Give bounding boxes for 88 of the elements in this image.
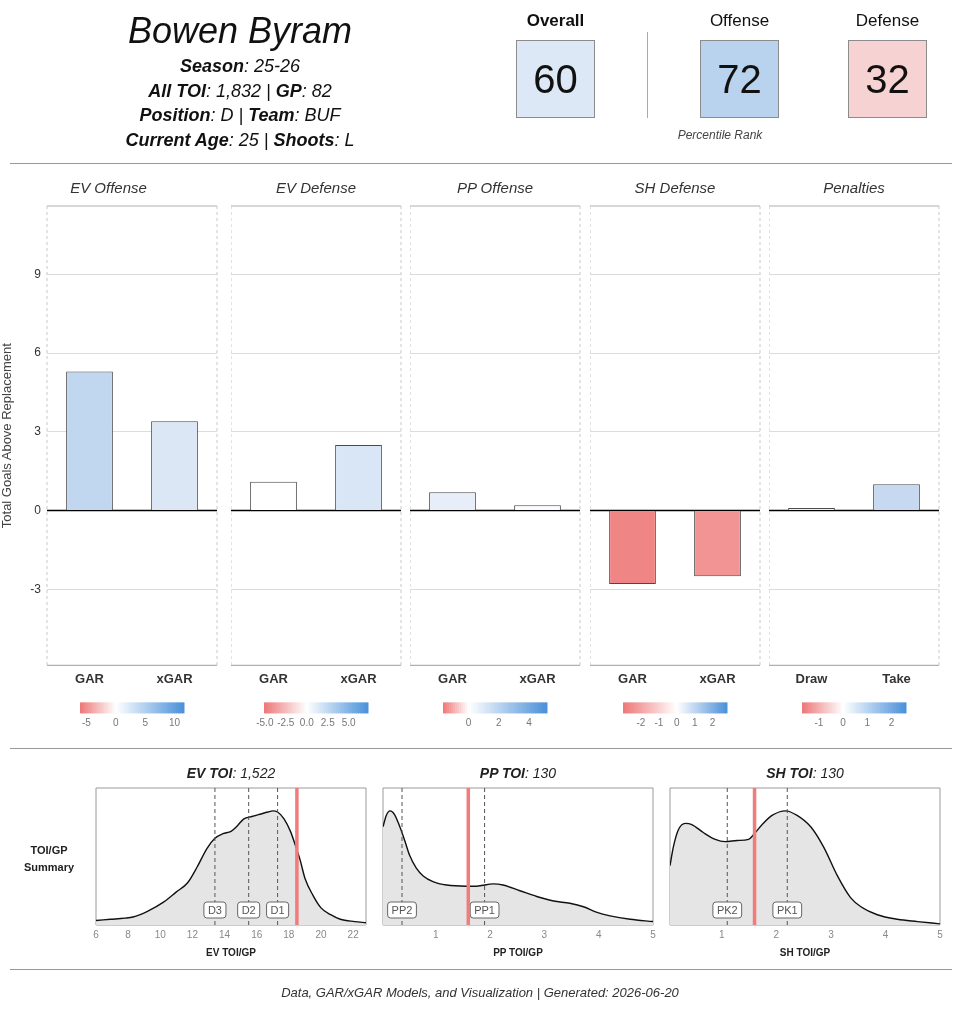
x-tick-label: xGAR (156, 670, 194, 686)
ref-line-label: D3 (207, 903, 222, 916)
ref-line-label: D1 (270, 903, 285, 916)
ref-line-label: PP1 (474, 903, 495, 916)
x-tick-label: 14 (219, 928, 231, 940)
x-axis-title: SH TOI/GP (779, 946, 831, 958)
color-bar-label: -1 (654, 717, 664, 729)
color-bar-label: 2 (888, 717, 895, 729)
x-tick-label: GAR (618, 670, 648, 686)
chart-title: SH Defense (634, 179, 716, 197)
color-bar-label: 2 (495, 717, 502, 729)
color-bar-label: -5 (82, 717, 92, 729)
color-bar-label: 5.0 (341, 717, 357, 729)
color-bar-label: 0 (840, 717, 847, 729)
chart-title: PP TOI: 130 (478, 765, 558, 781)
x-tick-label: 3 (541, 928, 548, 940)
x-tick-label: 1 (719, 928, 726, 940)
color-bar-label: -2.5 (277, 717, 295, 729)
data-label: 60 (516, 40, 595, 118)
text: Current Age: 25 | Shoots: L (124, 128, 356, 152)
y-axis-title: Total Goals Above Replacement (0, 342, 15, 529)
color-bar-label: 1 (864, 717, 871, 729)
y-tick-label: 0 (34, 502, 42, 517)
x-tick-label: 5 (937, 928, 944, 940)
x-tick-label: 12 (186, 928, 199, 940)
x-tick-label: 5 (650, 928, 657, 940)
color-bar-label: -1 (814, 717, 824, 729)
x-tick-label: 20 (315, 928, 327, 940)
x-tick-label: Take (882, 670, 911, 686)
data-label: 72 (700, 40, 779, 118)
color-bar-label: 10 (169, 717, 181, 729)
ref-line-label: PP2 (391, 903, 413, 916)
x-tick-label: 16 (251, 928, 263, 940)
x-tick-label: 22 (347, 928, 360, 940)
color-bar-label: 4 (526, 717, 533, 729)
text: Percentile Rank (676, 128, 764, 142)
color-bar-label: 0 (113, 717, 120, 729)
x-tick-label: 18 (283, 928, 295, 940)
color-bar-label: 0 (674, 717, 681, 729)
data-label: 32 (848, 40, 927, 118)
x-tick-label: 1 (432, 928, 439, 940)
text: Season: 25-26 (178, 55, 302, 78)
x-tick-label: 4 (882, 928, 889, 940)
x-tick-label: xGAR (340, 670, 378, 686)
color-bar-label: 2.5 (320, 717, 336, 729)
color-bar-label: 0 (465, 717, 472, 729)
color-bar-label: 2 (709, 717, 716, 729)
chart-title: Penalties (823, 179, 886, 197)
text: Position: D | Team: BUF (138, 104, 343, 128)
color-bar-label: -5.0 (256, 717, 274, 729)
x-axis-title: PP TOI/GP (493, 946, 544, 958)
y-tick-label: -3 (30, 581, 42, 596)
y-tick-label: 9 (34, 266, 42, 281)
y-axis-title: TOI/GP Summary (22, 843, 76, 875)
chart-title: EV Defense (275, 179, 357, 197)
x-tick-label: 4 (595, 928, 602, 940)
text: Data, GAR/xGAR Models, and Visualization | Generated: 2026-06-20 (280, 984, 680, 1002)
x-tick-label: 6 (93, 928, 100, 940)
x-tick-label: xGAR (699, 670, 737, 686)
color-bar-label: 5 (142, 717, 149, 729)
x-tick-label: 10 (154, 928, 167, 940)
color-bar-label: 1 (691, 717, 698, 729)
color-bar-label: 0.0 (299, 717, 315, 729)
y-tick-label: 3 (34, 424, 42, 439)
x-tick-label: GAR (259, 670, 289, 686)
x-tick-label: GAR (438, 670, 468, 686)
x-tick-label: 3 (828, 928, 835, 940)
color-bar-label: -2 (636, 717, 646, 729)
chart-title: PP Offense (456, 179, 534, 197)
text: Bowen Byram (126, 10, 354, 52)
x-tick-label: GAR (75, 670, 105, 686)
x-tick-label: xGAR (519, 670, 557, 686)
category-label: Offense (708, 10, 771, 32)
chart-title: EV Offense (70, 179, 147, 197)
x-tick-label: 2 (773, 928, 780, 940)
y-tick-label: 6 (34, 345, 42, 360)
x-axis-title: EV TOI/GP (206, 946, 257, 958)
x-tick-label: 8 (125, 928, 132, 940)
x-tick-label: Draw (795, 670, 829, 686)
x-tick-label: 2 (487, 928, 494, 940)
ref-line-label: PK2 (716, 903, 738, 916)
category-label: Defense (854, 10, 921, 32)
category-label: Overall (525, 10, 586, 32)
chart-title: SH TOI: 130 (765, 765, 845, 781)
text: All TOI: 1,832 | GP: 82 (147, 79, 333, 103)
ref-line-label: PK1 (776, 903, 798, 916)
ref-line-label: D2 (241, 903, 256, 916)
chart-title: EV TOI: 1,522 (185, 765, 277, 781)
